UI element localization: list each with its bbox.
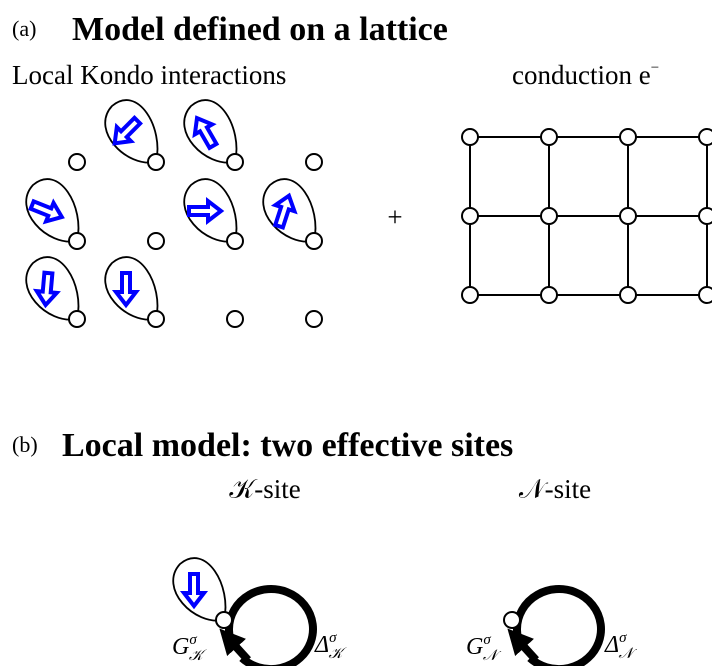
superscript: σ [329, 630, 337, 646]
site [216, 612, 232, 628]
subscript: 𝒩 [619, 646, 638, 662]
site [148, 311, 164, 327]
plus-operator: + [387, 202, 402, 232]
site [699, 287, 712, 303]
site [541, 129, 557, 145]
caption-text: conduction e [512, 60, 651, 90]
caption: Local Kondo interactions [12, 60, 286, 90]
site [620, 287, 636, 303]
site-name: 𝒩-site [519, 474, 591, 504]
panel-label: (a) [12, 16, 36, 41]
subscript: 𝒩 [483, 648, 502, 664]
site [462, 208, 478, 224]
site [699, 129, 712, 145]
site [148, 233, 164, 249]
site [306, 154, 322, 170]
site [69, 311, 85, 327]
site [306, 233, 322, 249]
page: (a) Model defined on a lattice Local Kon… [0, 0, 712, 666]
panel-title: Model defined on a lattice [72, 11, 448, 48]
subscript: 𝒦 [329, 646, 348, 662]
symbol: G [172, 634, 189, 660]
site [699, 208, 712, 224]
site [227, 233, 243, 249]
site [620, 208, 636, 224]
panel-title: Local model: two effective sites [62, 427, 513, 464]
superscript: σ [189, 632, 197, 648]
site [462, 287, 478, 303]
symbol: Δ [604, 632, 619, 658]
caption-sup: − [651, 60, 659, 76]
site [541, 208, 557, 224]
superscript: σ [483, 632, 491, 648]
caption: conduction e− [512, 60, 659, 90]
site [504, 612, 520, 628]
site [541, 287, 557, 303]
site [462, 129, 478, 145]
site [227, 154, 243, 170]
site-name: 𝒦-site [229, 474, 301, 504]
site [69, 233, 85, 249]
panel-label: (b) [12, 432, 38, 457]
site [148, 154, 164, 170]
symbol: G [466, 634, 483, 660]
subscript: 𝒦 [189, 648, 208, 664]
site [69, 154, 85, 170]
superscript: σ [619, 630, 627, 646]
symbol: Δ [314, 632, 329, 658]
site [620, 129, 636, 145]
site [227, 311, 243, 327]
site [306, 311, 322, 327]
figure: (a) Model defined on a lattice Local Kon… [0, 0, 712, 666]
